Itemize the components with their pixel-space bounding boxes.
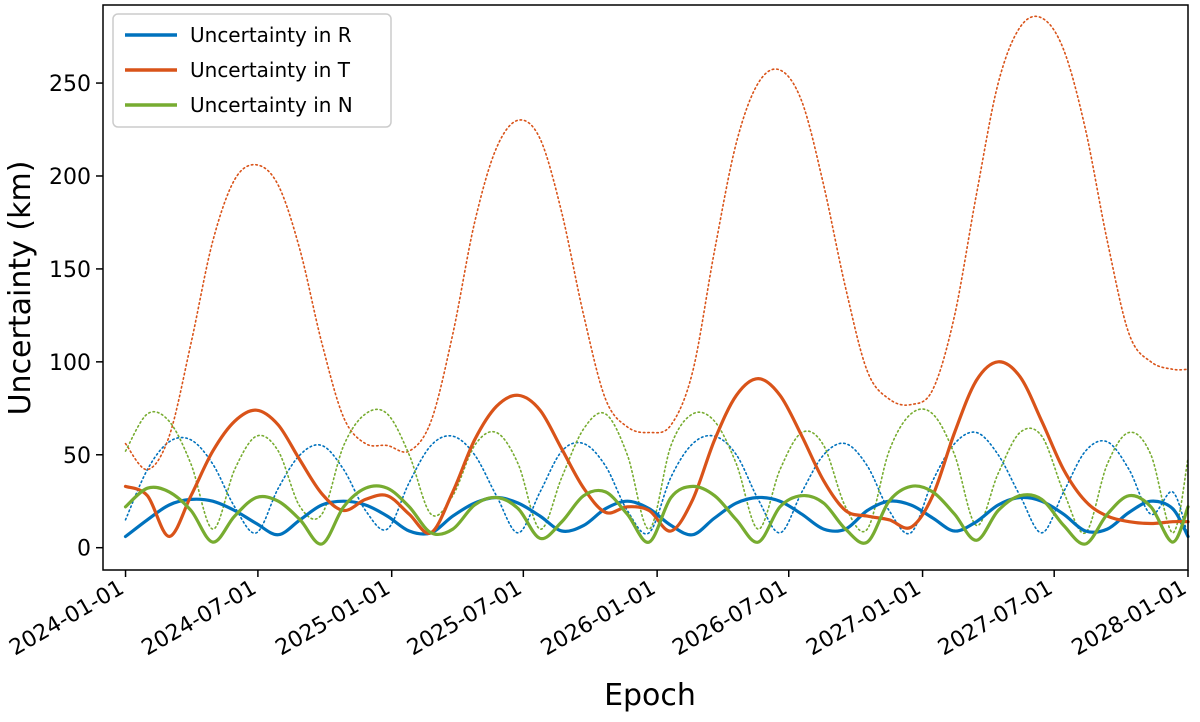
- series-line-2: [123, 484, 1190, 546]
- x-axis-title: Epoch: [604, 678, 696, 713]
- x-tick-label: 2024-07-01: [138, 576, 261, 662]
- y-tick-label: 200: [49, 165, 91, 190]
- legend-box: [112, 13, 392, 128]
- legend: Uncertainty in R Uncertainty in T Uncert…: [112, 13, 392, 128]
- x-tick-label: 2025-01-01: [271, 576, 394, 662]
- legend-label-r: Uncertainty in R: [190, 23, 352, 47]
- legend-label-n: Uncertainty in N: [190, 93, 353, 117]
- x-tick-label: 2025-07-01: [403, 576, 526, 662]
- x-tick-label: 2026-07-01: [669, 576, 792, 662]
- series-line-4: [124, 15, 1189, 471]
- y-axis-title: Uncertainty (km): [3, 161, 38, 416]
- x-tick-label: 2027-01-01: [802, 576, 925, 662]
- plot-frame: [102, 4, 1189, 571]
- series-line-3: [124, 431, 1189, 538]
- x-tick-label: 2027-07-01: [934, 576, 1057, 662]
- x-tick-label: 2026-01-01: [537, 576, 660, 662]
- series-layer: [123, 15, 1190, 546]
- x-tick-label: 2028-01-01: [1068, 576, 1191, 662]
- y-tick-label: 100: [49, 351, 91, 376]
- y-tick-label: 150: [49, 258, 91, 283]
- legend-label-t: Uncertainty in T: [190, 58, 351, 82]
- y-tick-label: 0: [77, 537, 91, 562]
- series-line-1: [123, 360, 1190, 539]
- x-tick-label: 2024-01-01: [5, 576, 128, 662]
- y-tick-label: 50: [63, 444, 91, 469]
- y-tick-label: 250: [49, 72, 91, 97]
